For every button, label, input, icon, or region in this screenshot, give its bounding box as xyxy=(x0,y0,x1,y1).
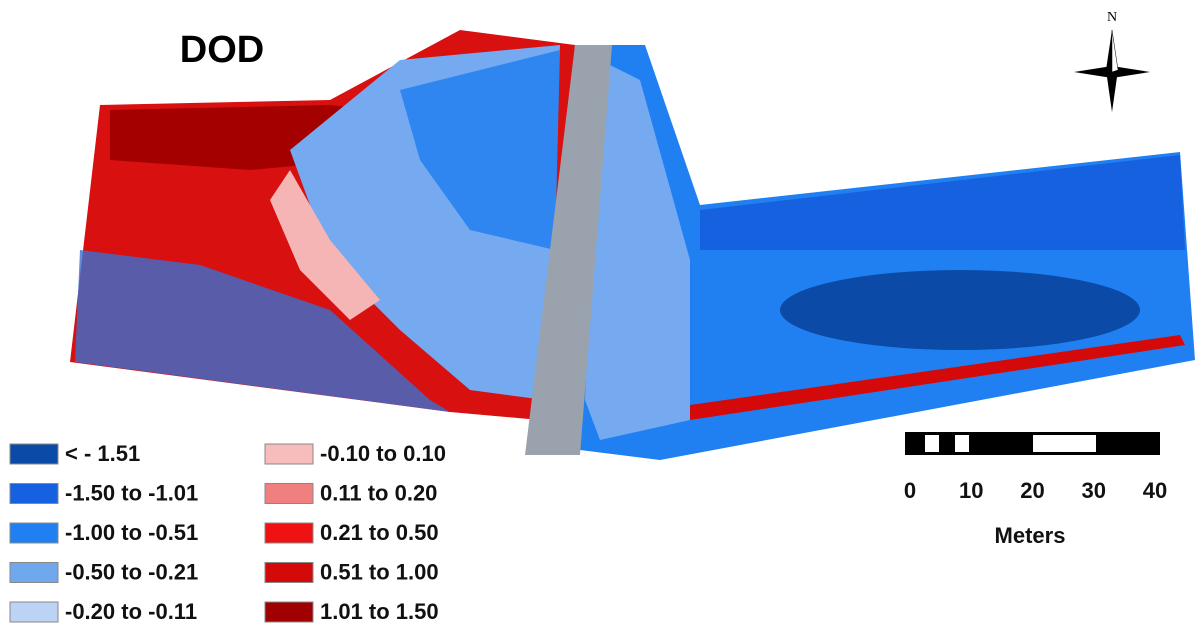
needle-light xyxy=(1112,30,1118,72)
legend-swatch xyxy=(10,444,58,464)
legend-swatch xyxy=(10,602,58,622)
scale-bar: Meters 0 10 20 30 40 xyxy=(904,432,1167,548)
legend-swatch xyxy=(265,444,313,464)
legend-swatch xyxy=(265,523,313,543)
right-dark-blue xyxy=(780,270,1140,350)
legend-swatch xyxy=(265,484,313,504)
legend-label: -0.10 to 0.10 xyxy=(320,441,446,466)
scale-unit: Meters xyxy=(995,523,1066,548)
legend-swatch xyxy=(10,563,58,583)
scale-segment xyxy=(1033,435,1096,452)
legend-label: -1.50 to -1.01 xyxy=(65,480,198,505)
legend: < - 1.51 -1.50 to -1.01 -1.00 to -0.51 -0.5… xyxy=(10,441,446,624)
map: DOD N < - 1.51 -1.50 to -1.01 -1.00 to -0.… xyxy=(0,0,1195,628)
legend-label: 1.01 to 1.50 xyxy=(320,599,439,624)
legend-swatch xyxy=(265,602,313,622)
legend-label: -1.00 to -0.51 xyxy=(65,520,198,545)
scale-tick-label: 10 xyxy=(959,478,983,503)
legend-label: -0.20 to -0.11 xyxy=(65,599,197,624)
right-top-blue xyxy=(700,155,1185,250)
legend-label: < - 1.51 xyxy=(65,441,140,466)
legend-swatch xyxy=(10,484,58,504)
legend-label: 0.51 to 1.00 xyxy=(320,559,439,584)
scale-tick-label: 30 xyxy=(1082,478,1106,503)
scale-segment xyxy=(955,435,969,452)
north-arrow: N xyxy=(1074,10,1150,112)
legend-label: 0.11 to 0.20 xyxy=(320,480,437,505)
legend-label: 0.21 to 0.50 xyxy=(320,520,439,545)
scale-segment xyxy=(925,435,939,452)
scale-tick-label: 0 xyxy=(904,478,916,503)
map-title: DOD xyxy=(180,29,264,71)
scale-tick-label: 20 xyxy=(1020,478,1044,503)
north-label: N xyxy=(1107,10,1117,25)
scale-tick-label: 40 xyxy=(1143,478,1167,503)
scale-frame xyxy=(905,432,1160,455)
legend-swatch xyxy=(10,523,58,543)
dod-raster xyxy=(70,30,1195,460)
legend-swatch xyxy=(265,563,313,583)
legend-label: -0.50 to -0.21 xyxy=(65,559,198,584)
